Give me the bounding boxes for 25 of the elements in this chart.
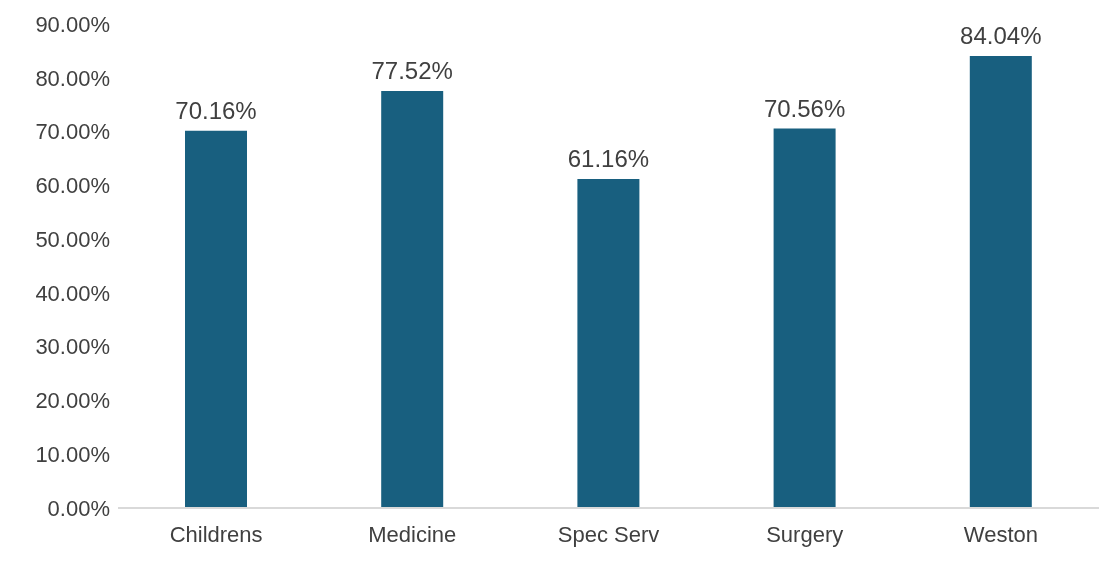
y-tick-label: 20.00% — [35, 388, 110, 414]
bar — [773, 128, 836, 508]
x-tick-label: Spec Serv — [557, 521, 660, 547]
x-tick-label: Weston — [963, 521, 1038, 547]
data-label: 61.16% — [567, 145, 650, 173]
x-tick-label: Medicine — [368, 521, 457, 547]
y-tick-label: 30.00% — [35, 334, 110, 360]
y-tick-label: 80.00% — [35, 65, 110, 91]
y-tick-label: 0.00% — [47, 495, 110, 521]
y-tick-label: 50.00% — [35, 226, 110, 252]
data-label: 70.56% — [763, 94, 846, 122]
bar — [969, 56, 1032, 508]
bar — [381, 91, 444, 508]
y-tick-label: 60.00% — [35, 173, 110, 199]
x-tick-label: Surgery — [766, 521, 844, 547]
y-tick-label: 40.00% — [35, 280, 110, 306]
y-tick-label: 70.00% — [35, 119, 110, 145]
data-label: 84.04% — [960, 22, 1042, 50]
data-label: 70.16% — [175, 96, 257, 124]
y-tick-label: 10.00% — [35, 442, 110, 468]
x-tick-label: Childrens — [169, 521, 263, 547]
bar — [185, 130, 247, 508]
data-label: 77.52% — [371, 57, 453, 85]
bar — [577, 179, 640, 508]
y-tick-label: 90.00% — [35, 11, 110, 37]
